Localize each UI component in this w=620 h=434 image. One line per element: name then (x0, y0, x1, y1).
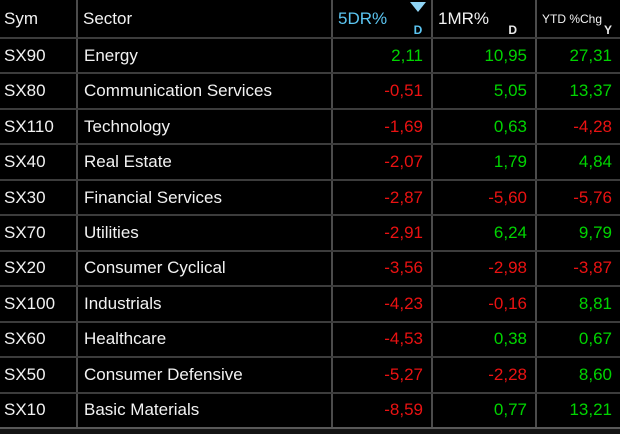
cell-sector[interactable]: Real Estate (78, 145, 333, 179)
cell-sym[interactable]: SX60 (0, 322, 78, 357)
column-label-ytd: YTD %Chg (542, 11, 603, 26)
cell-1mr[interactable]: -5,60 (433, 180, 537, 215)
table-row[interactable]: SX60 Healthcare -4,53 0,38 0,67 (0, 320, 620, 357)
cell-sector[interactable]: Technology (78, 109, 333, 144)
cell-sym[interactable]: SX30 (0, 180, 78, 215)
column-label-5dr: 5DR% (338, 8, 388, 28)
cell-1mr[interactable]: 0,63 (433, 109, 537, 144)
cell-ytd[interactable]: 8,60 (578, 364, 612, 384)
cell-ytd[interactable]: 13,21 (569, 400, 612, 420)
cell-1mr[interactable]: -2,28 (433, 358, 537, 392)
cell-ytd[interactable]: 4,84 (578, 152, 612, 172)
column-label-sector: Sector (83, 8, 133, 28)
cell-5dr[interactable]: -5,27 (333, 358, 433, 392)
cell-5dr[interactable]: -2,87 (333, 180, 433, 215)
cell-5dr[interactable]: -0,51 (333, 74, 433, 108)
cell-5dr[interactable]: -2,91 (333, 216, 433, 250)
table-row[interactable]: SX70 Utilities -2,91 6,24 9,79 (0, 214, 620, 250)
cell-1mr[interactable]: 0,38 (433, 322, 537, 357)
cell-5dr[interactable]: -4,53 (333, 322, 433, 357)
timeframe-badge-5dr: D (413, 23, 423, 37)
cell-1mr[interactable]: 6,24 (433, 216, 537, 250)
table-row[interactable]: SX10 Basic Materials -8,59 0,77 13,21 (0, 391, 620, 427)
column-label-sym: Sym (4, 8, 38, 28)
column-header-1mr[interactable]: 1MR% D (433, 0, 537, 37)
cell-sym[interactable]: SX70 (0, 216, 78, 250)
cell-ytd[interactable]: -4,28 (573, 116, 612, 136)
table-row[interactable]: SX40 Real Estate -2,07 1,79 4,84 (0, 143, 620, 179)
cell-ytd[interactable]: 27,31 (569, 45, 612, 65)
cell-5dr[interactable]: -8,59 (333, 393, 433, 427)
cell-5dr[interactable]: 2,11 (333, 39, 433, 73)
cell-sym[interactable]: SX50 (0, 358, 78, 392)
column-header-sector[interactable]: Sector (78, 0, 333, 37)
cell-ytd[interactable]: -5,76 (573, 187, 612, 207)
column-header-ytd[interactable]: YTD %Chg Y (537, 0, 620, 37)
cell-ytd[interactable]: 9,79 (578, 222, 612, 242)
cell-sym[interactable]: SX80 (0, 74, 78, 108)
table-row[interactable]: SX100 Industrials -4,23 -0,16 8,81 (0, 285, 620, 321)
cell-sym[interactable]: SX100 (0, 287, 78, 321)
table-row[interactable]: SX30 Financial Services -2,87 -5,60 -5,76 (0, 178, 620, 215)
cell-sym[interactable]: SX20 (0, 251, 78, 286)
cell-1mr[interactable]: 0,77 (433, 393, 537, 427)
cell-5dr[interactable]: -1,69 (333, 109, 433, 144)
timeframe-badge-ytd: Y (603, 23, 612, 37)
cell-1mr[interactable]: 5,05 (433, 74, 537, 108)
cell-sector[interactable]: Energy (78, 39, 333, 73)
cell-1mr[interactable]: 1,79 (433, 145, 537, 179)
cell-5dr[interactable]: -3,56 (333, 251, 433, 286)
table-header-row: Sym Sector 5DR% D 1MR% D YTD %Chg Y (0, 0, 620, 37)
cell-ytd[interactable]: -3,87 (573, 258, 612, 278)
cell-sym[interactable]: SX90 (0, 39, 78, 73)
cell-5dr[interactable]: -4,23 (333, 287, 433, 321)
column-header-5dr[interactable]: 5DR% D (333, 0, 433, 37)
cell-1mr[interactable]: -2,98 (433, 251, 537, 286)
sort-descending-icon[interactable] (410, 2, 426, 12)
cell-sector[interactable]: Consumer Defensive (78, 358, 333, 392)
table-row[interactable]: SX110 Technology -1,69 0,63 -4,28 (0, 107, 620, 144)
table-row[interactable]: SX90 Energy 2,11 10,95 27,31 (0, 37, 620, 73)
table-row[interactable]: SX50 Consumer Defensive -5,27 -2,28 8,60 (0, 356, 620, 392)
cell-1mr[interactable]: 10,95 (433, 39, 537, 73)
cell-sym[interactable]: SX10 (0, 393, 78, 427)
cell-sector[interactable]: Utilities (78, 216, 333, 250)
sort-indicator-block: D (410, 1, 426, 36)
cell-sym[interactable]: SX40 (0, 145, 78, 179)
cell-5dr[interactable]: -2,07 (333, 145, 433, 179)
cell-ytd[interactable]: 8,81 (578, 293, 612, 313)
cell-ytd[interactable]: 0,67 (578, 329, 612, 349)
cell-ytd[interactable]: 13,37 (569, 81, 612, 101)
table-row[interactable]: SX80 Communication Services -0,51 5,05 13,37 (0, 72, 620, 108)
cell-1mr[interactable]: -0,16 (433, 287, 537, 321)
timeframe-badge-1mr: D (508, 23, 517, 37)
cell-sector[interactable]: Industrials (78, 287, 333, 321)
cell-sector[interactable]: Basic Materials (78, 393, 333, 427)
table-bottom-edge (0, 427, 620, 434)
column-header-sym[interactable]: Sym (0, 0, 78, 37)
cell-sector[interactable]: Communication Services (78, 74, 333, 108)
column-label-1mr: 1MR% (438, 8, 490, 28)
cell-sector[interactable]: Healthcare (78, 322, 333, 357)
cell-sym[interactable]: SX110 (0, 109, 78, 144)
table-body: SX90 Energy 2,11 10,95 27,31 SX80 Communicatio… (0, 37, 620, 427)
cell-sector[interactable]: Consumer Cyclical (78, 251, 333, 286)
cell-sector[interactable]: Financial Services (78, 180, 333, 215)
table-row[interactable]: SX20 Consumer Cyclical -3,56 -2,98 -3,87 (0, 249, 620, 286)
